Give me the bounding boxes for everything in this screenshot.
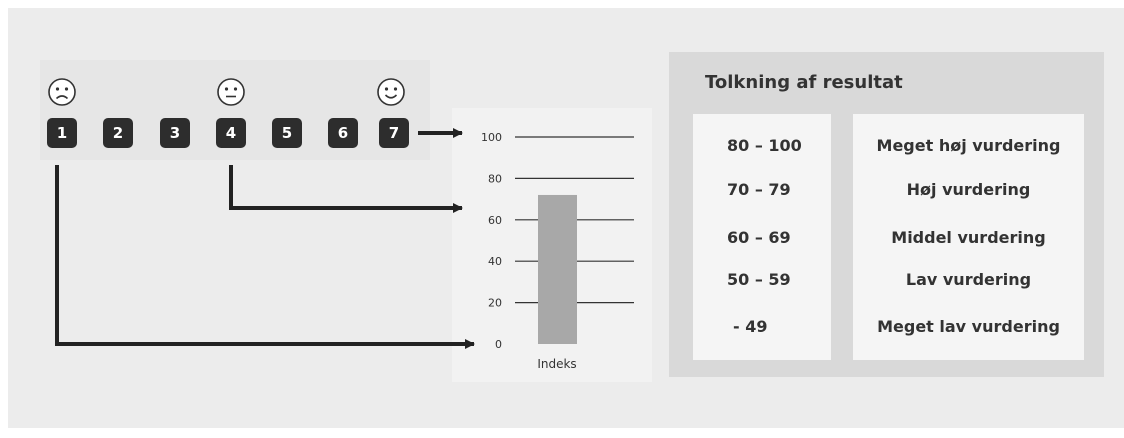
- happy-face-icon: [377, 78, 405, 106]
- range-item: 70 – 79: [727, 180, 791, 199]
- y-tick-label: 80: [488, 172, 502, 185]
- scale-number-4: 4: [216, 118, 246, 148]
- rating-label: Meget høj vurdering: [876, 136, 1061, 155]
- y-tick-label: 100: [481, 131, 502, 144]
- range-item: - 49: [733, 317, 768, 336]
- label-column: Meget høj vurdering Høj vurdering Middel…: [853, 114, 1084, 360]
- rating-label: Høj vurdering: [906, 180, 1031, 199]
- interpretation-panel: Tolkning af resultat 80 – 100 70 – 79 60…: [669, 52, 1104, 377]
- sad-face-icon: [48, 78, 76, 106]
- y-tick-label: 20: [488, 297, 502, 310]
- range-item: 50 – 59: [727, 270, 791, 289]
- scale-number-3: 3: [160, 118, 190, 148]
- rating-label: Middel vurdering: [891, 228, 1046, 247]
- range-item: 80 – 100: [727, 136, 802, 155]
- scale-number-6: 6: [328, 118, 358, 148]
- arrow-1-to-0: [55, 165, 475, 349]
- range-item: 60 – 69: [727, 228, 791, 247]
- y-tick-label: 40: [488, 255, 502, 268]
- scale-number-5: 5: [272, 118, 302, 148]
- rating-label: Meget lav vurdering: [877, 317, 1060, 336]
- range-column: 80 – 100 70 – 79 60 – 69 50 – 59 - 49: [693, 114, 831, 360]
- scale-number-2: 2: [103, 118, 133, 148]
- y-tick-label: 0: [495, 338, 502, 351]
- arrow-4-to-index: [229, 165, 463, 213]
- rating-label: Lav vurdering: [905, 270, 1032, 289]
- bar-indeks: [538, 194, 577, 344]
- neutral-face-icon: [217, 78, 245, 106]
- scale-number-1: 1: [47, 118, 77, 148]
- x-category-label: Indeks: [537, 357, 576, 371]
- y-tick-label: 60: [488, 214, 502, 227]
- interpretation-title: Tolkning af resultat: [705, 72, 903, 93]
- scale-number-7: 7: [379, 118, 409, 148]
